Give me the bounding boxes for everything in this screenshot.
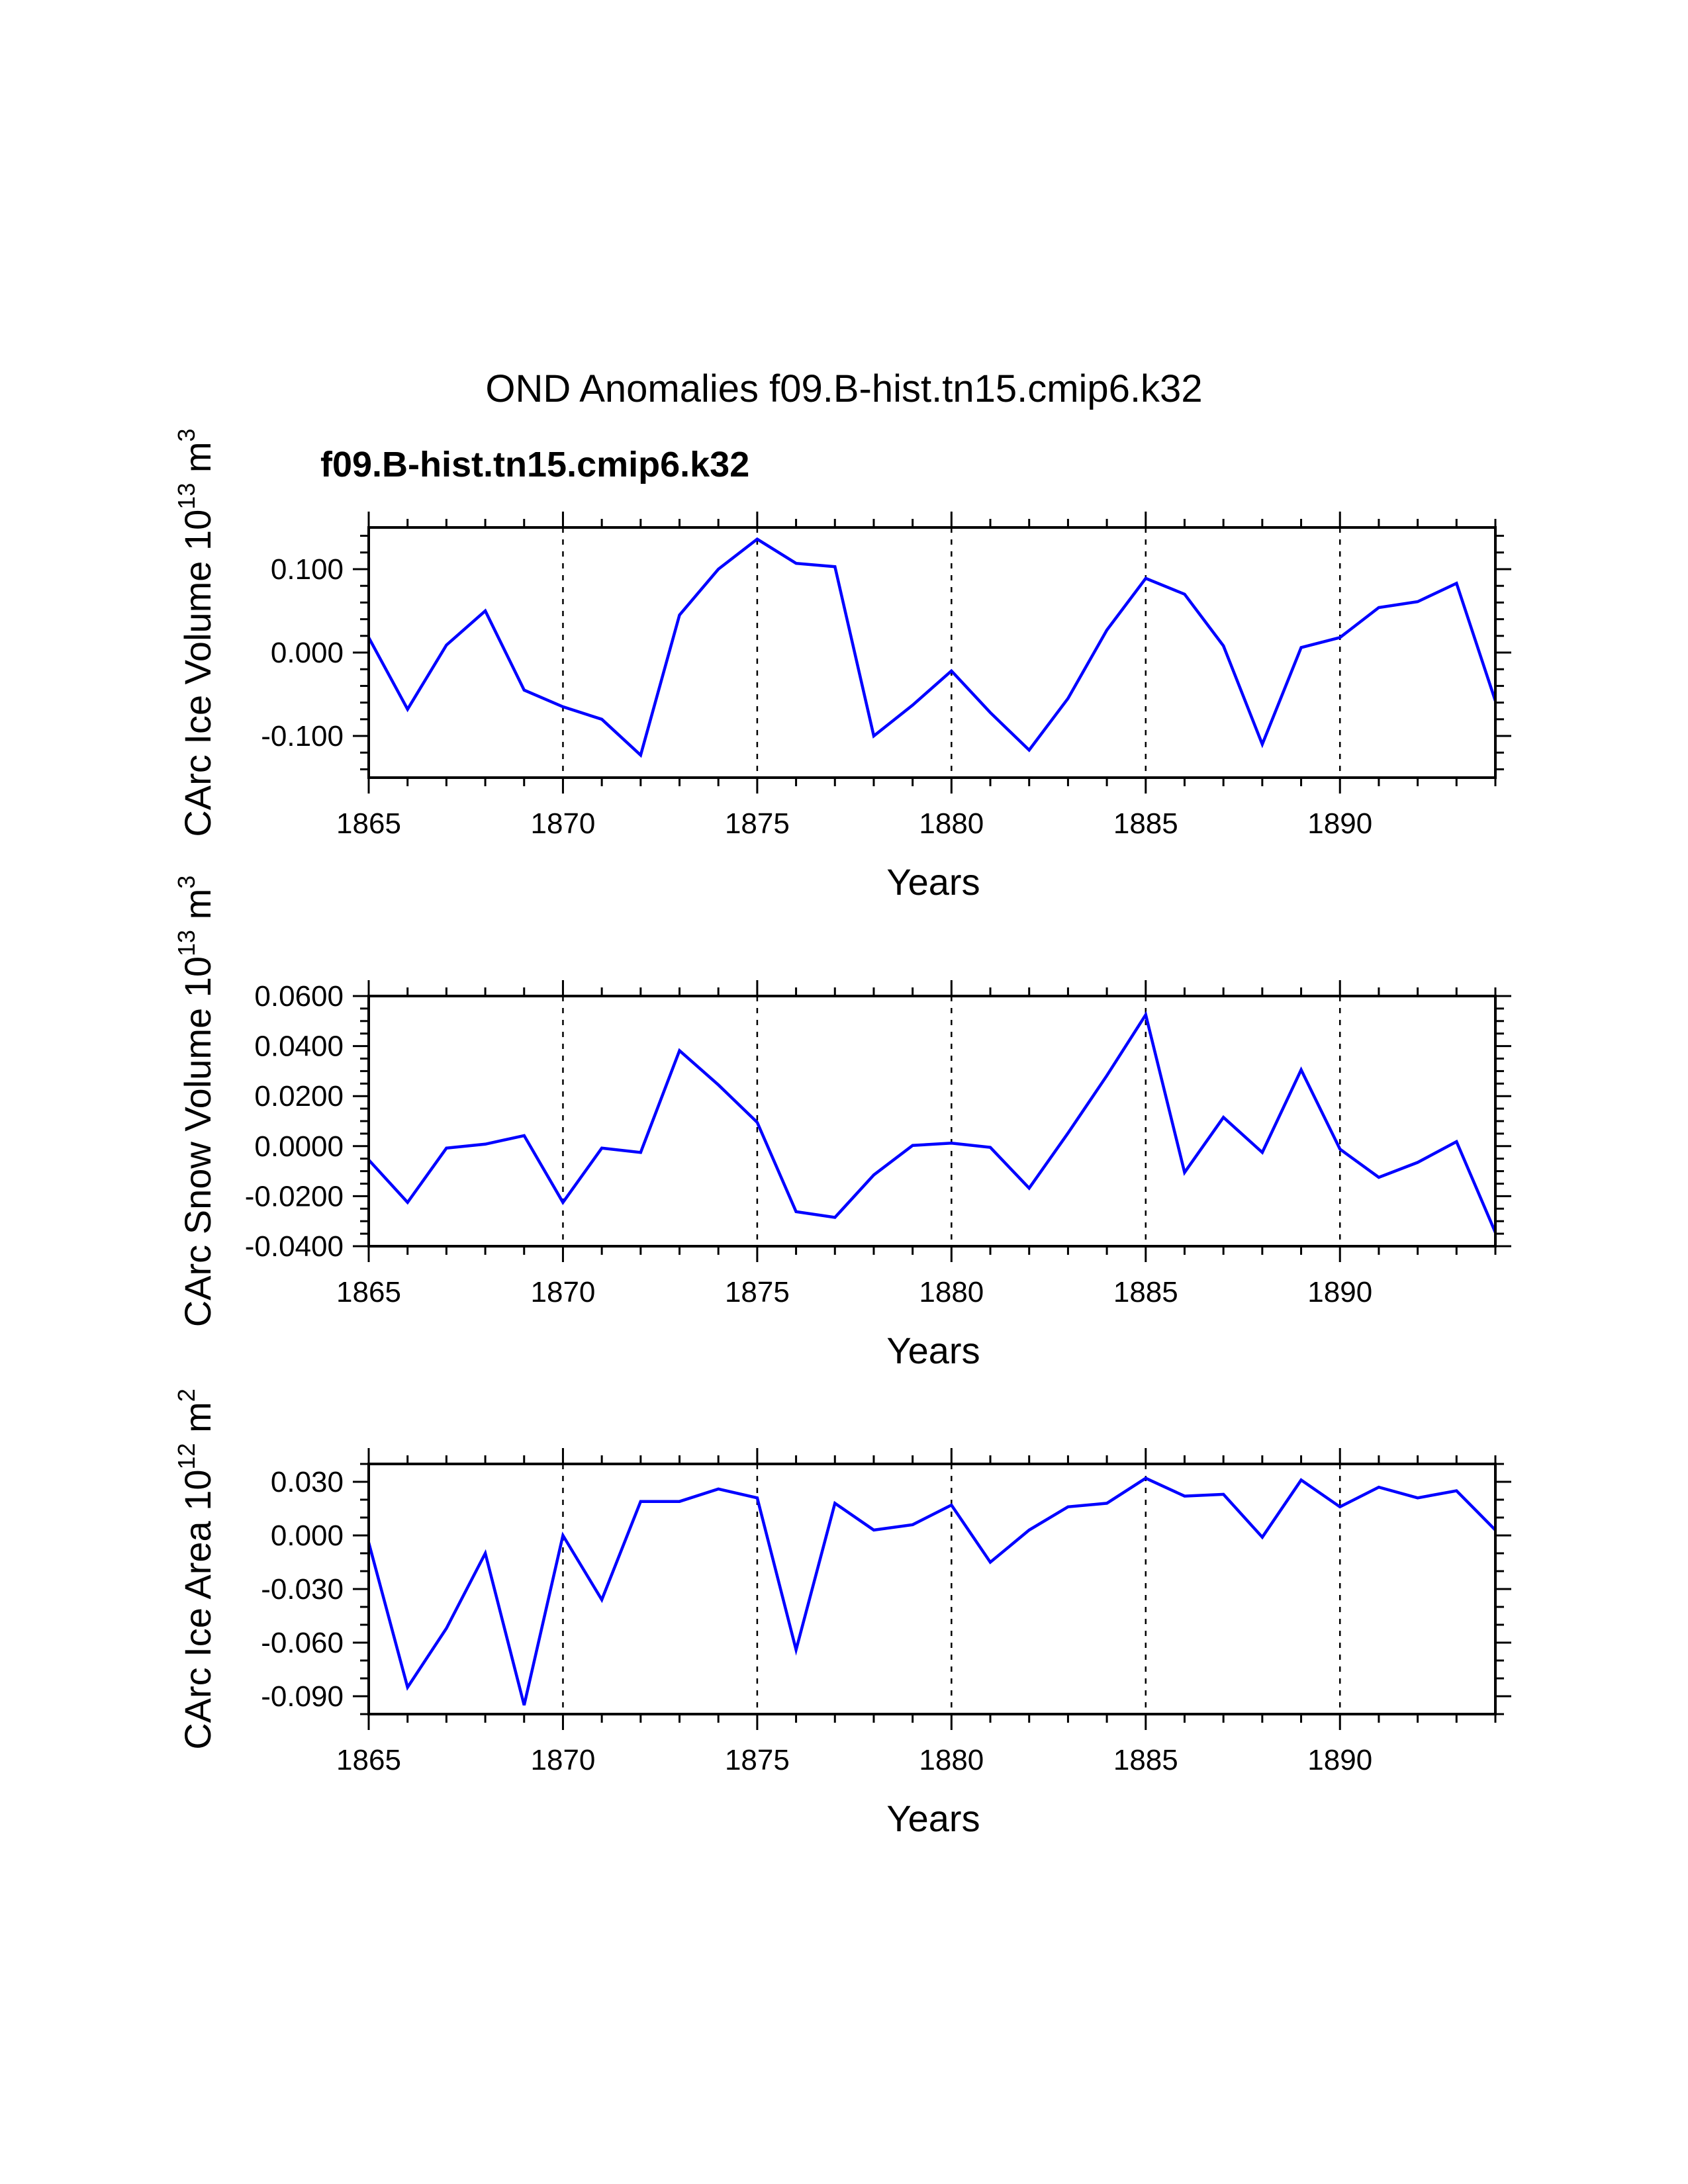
x-tick-label: 1875 — [725, 807, 790, 840]
x-axis-label: Years — [886, 1797, 980, 1839]
y-axis-label-exponent: 13 — [173, 930, 200, 956]
x-tick-label: 1865 — [336, 807, 401, 840]
x-tick-label: 1865 — [336, 1276, 401, 1308]
x-tick-label: 1890 — [1307, 1276, 1372, 1308]
series-line — [369, 537, 1495, 758]
y-tick-label: 0.0600 — [254, 980, 344, 1013]
y-axis-label-exponent: 13 — [173, 483, 200, 510]
y-tick-label: 0.000 — [271, 637, 344, 669]
x-tick-label: 1875 — [725, 1744, 790, 1776]
plot-frame — [367, 526, 1497, 779]
x-tick-label: 1880 — [919, 1276, 984, 1308]
x-tick-label: 1890 — [1307, 807, 1372, 840]
chart-panels: -0.100 0.000 0.100 1865 1870 1875 1880 1885 1890… — [173, 428, 1511, 1839]
y-axis-label: CArc Snow Volume 1013 m3 — [173, 876, 218, 1328]
y-tick-label: 0.000 — [271, 1520, 344, 1552]
y-tick-label: 0.0000 — [254, 1130, 344, 1163]
series-legend-label: f09.B-hist.tn15.cmip6.k32 — [320, 445, 749, 484]
x-axis-label: Years — [886, 861, 980, 903]
y-tick-label: 0.030 — [271, 1466, 344, 1498]
x-tick-label: 1865 — [336, 1744, 401, 1776]
y-axis-label: CArc Ice Volume 1013 m3 — [173, 428, 218, 837]
x-axis-label: Years — [886, 1330, 980, 1371]
y-tick-label: 0.0400 — [254, 1030, 344, 1063]
y-tick-label: -0.0200 — [245, 1180, 344, 1212]
chart-title: OND Anomalies f09.B-hist.tn15.cmip6.k32 — [485, 367, 1202, 410]
y-tick-label: -0.100 — [261, 720, 344, 752]
x-tick-label: 1870 — [531, 1744, 596, 1776]
x-tick-label: 1880 — [919, 807, 984, 840]
y-axis-label-text: CArc Ice Area 10 — [177, 1469, 218, 1749]
y-axis-label-unit-exponent: 3 — [173, 428, 200, 441]
x-tick-label: 1890 — [1307, 1744, 1372, 1776]
y-axis-label: CArc Ice Area 1012 m2 — [173, 1388, 218, 1750]
y-tick-label: 0.0200 — [254, 1080, 344, 1113]
y-tick-label: -0.060 — [261, 1627, 344, 1659]
y-axis-label-unit-exponent: 3 — [173, 876, 200, 889]
panel-snow-volume: -0.0400 -0.0200 0.0000 0.0200 0.0400 0.0600 18… — [173, 876, 1511, 1371]
x-tick-label: 1880 — [919, 1744, 984, 1776]
series-line — [369, 1011, 1495, 1234]
y-axis-label-unit: m — [177, 1402, 218, 1443]
y-tick-label: -0.0400 — [245, 1230, 344, 1263]
y-axis-label-text: CArc Snow Volume 10 — [177, 956, 218, 1327]
plot-frame — [367, 1463, 1497, 1715]
x-tick-label: 1870 — [531, 807, 596, 840]
x-tick-label: 1885 — [1113, 1744, 1178, 1776]
y-tick-label: -0.030 — [261, 1573, 344, 1606]
y-axis-label-exponent: 12 — [173, 1443, 200, 1469]
y-axis-label-unit-exponent: 2 — [173, 1388, 200, 1402]
y-tick-label: -0.090 — [261, 1680, 344, 1713]
series-line — [369, 1477, 1495, 1706]
x-tick-label: 1885 — [1113, 807, 1178, 840]
y-tick-label: 0.100 — [271, 553, 344, 586]
y-axis-label-unit: m — [177, 441, 218, 482]
x-tick-label: 1885 — [1113, 1276, 1178, 1308]
x-tick-label: 1875 — [725, 1276, 790, 1308]
y-axis-label-unit: m — [177, 889, 218, 930]
panel-ice-volume: -0.100 0.000 0.100 1865 1870 1875 1880 1885 1890… — [173, 428, 1511, 903]
panel-ice-area: -0.090 -0.060 -0.030 0.000 0.030 1865 1870 1875… — [173, 1388, 1511, 1839]
plot-frame — [367, 995, 1497, 1248]
x-tick-label: 1870 — [531, 1276, 596, 1308]
y-axis-label-text: CArc Ice Volume 10 — [177, 510, 218, 837]
